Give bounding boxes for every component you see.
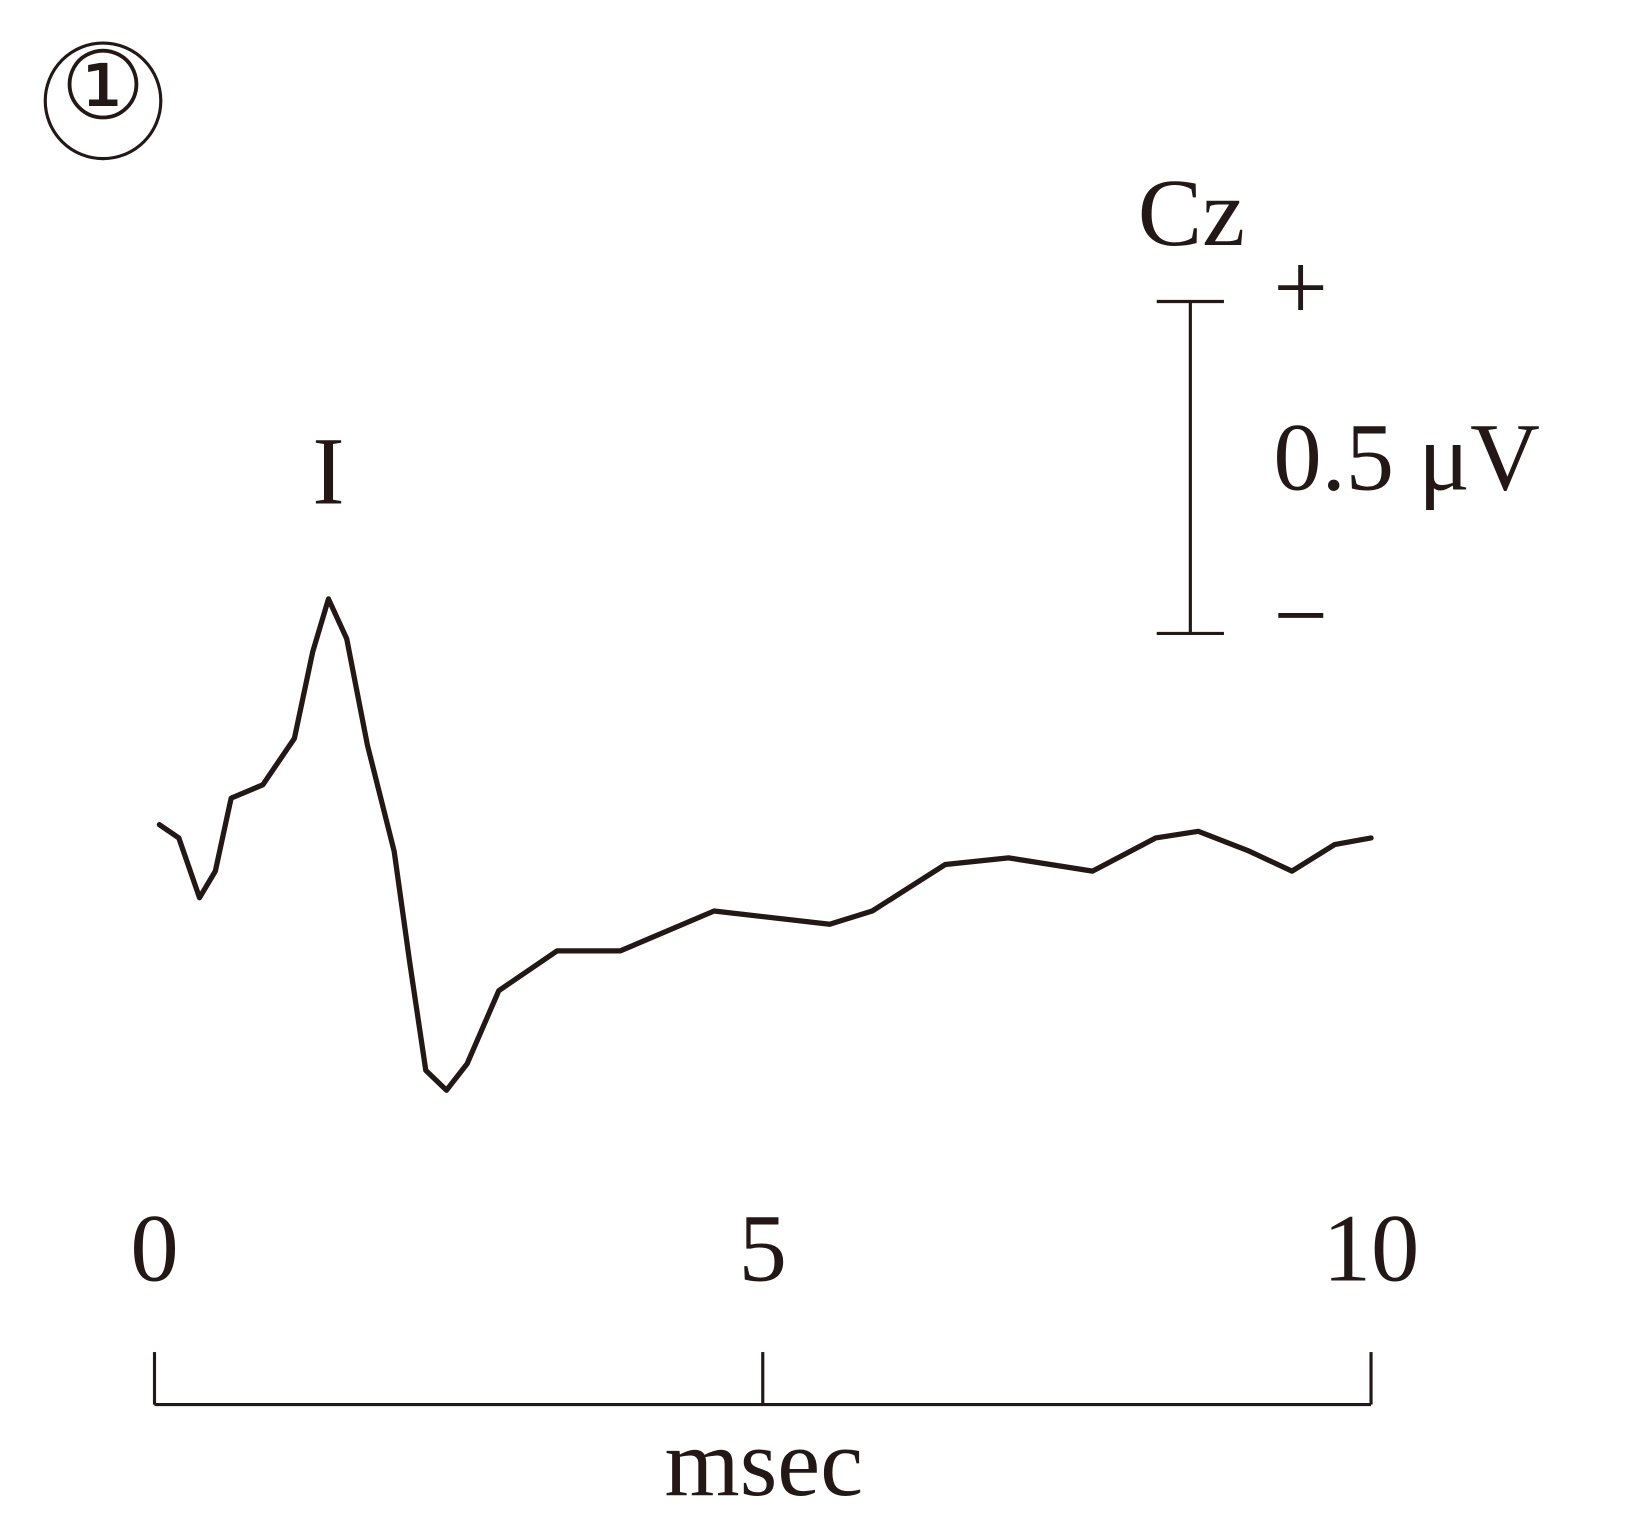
channel-label: Cz (1138, 159, 1245, 266)
x-tick-label: 10 (1323, 1195, 1420, 1302)
panel-circle (43, 41, 163, 161)
panel-label: ① (61, 35, 146, 139)
x-tick-label: 0 (130, 1195, 178, 1302)
peak-label: I (312, 417, 344, 524)
x-tick-label: 5 (739, 1195, 787, 1302)
scale-minus: − (1273, 561, 1328, 668)
scale-label: 0.5 μV (1273, 404, 1540, 511)
scale-plus: + (1273, 233, 1328, 340)
x-axis-label: msec (665, 1409, 864, 1516)
waveform (156, 596, 1374, 1093)
